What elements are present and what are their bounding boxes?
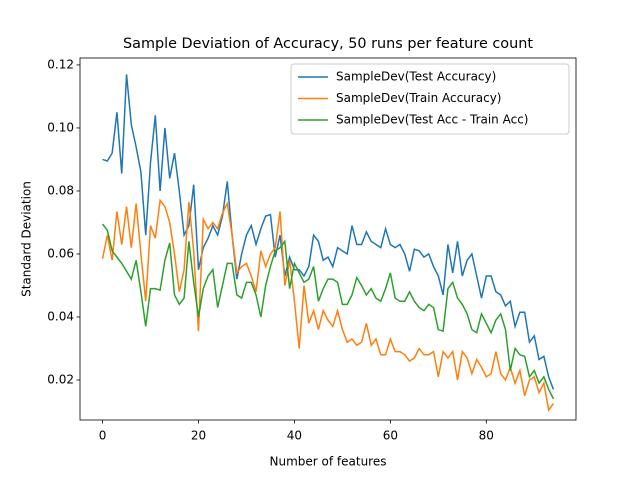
plot-frame bbox=[79, 57, 577, 421]
y-axis-label: Standard Deviation bbox=[20, 181, 34, 297]
x-tick-label: 60 bbox=[383, 429, 398, 443]
series-line bbox=[101, 198, 555, 412]
y-tick-label: 0.12 bbox=[47, 57, 74, 71]
y-tick-label: 0.08 bbox=[47, 183, 74, 197]
series-line bbox=[101, 223, 555, 400]
x-tick-label: 40 bbox=[287, 429, 302, 443]
x-tick-label: 80 bbox=[479, 429, 494, 443]
x-tick-label: 0 bbox=[99, 429, 107, 443]
x-tick-label: 20 bbox=[191, 429, 206, 443]
y-tick-label: 0.04 bbox=[47, 309, 74, 323]
legend-box bbox=[290, 63, 570, 135]
legend-label: SampleDev(Test Accuracy) bbox=[336, 70, 496, 84]
y-tick-label: 0.02 bbox=[47, 372, 74, 386]
legend-label: SampleDev(Test Acc - Train Acc) bbox=[336, 113, 528, 127]
chart-title: Sample Deviation of Accuracy, 50 runs pe… bbox=[123, 36, 533, 52]
y-tick-label: 0.06 bbox=[47, 246, 74, 260]
x-axis-label: Number of features bbox=[270, 455, 387, 469]
legend-label: SampleDev(Train Accuracy) bbox=[336, 91, 501, 105]
series-line bbox=[102, 74, 555, 390]
y-tick-label: 0.10 bbox=[47, 120, 74, 134]
